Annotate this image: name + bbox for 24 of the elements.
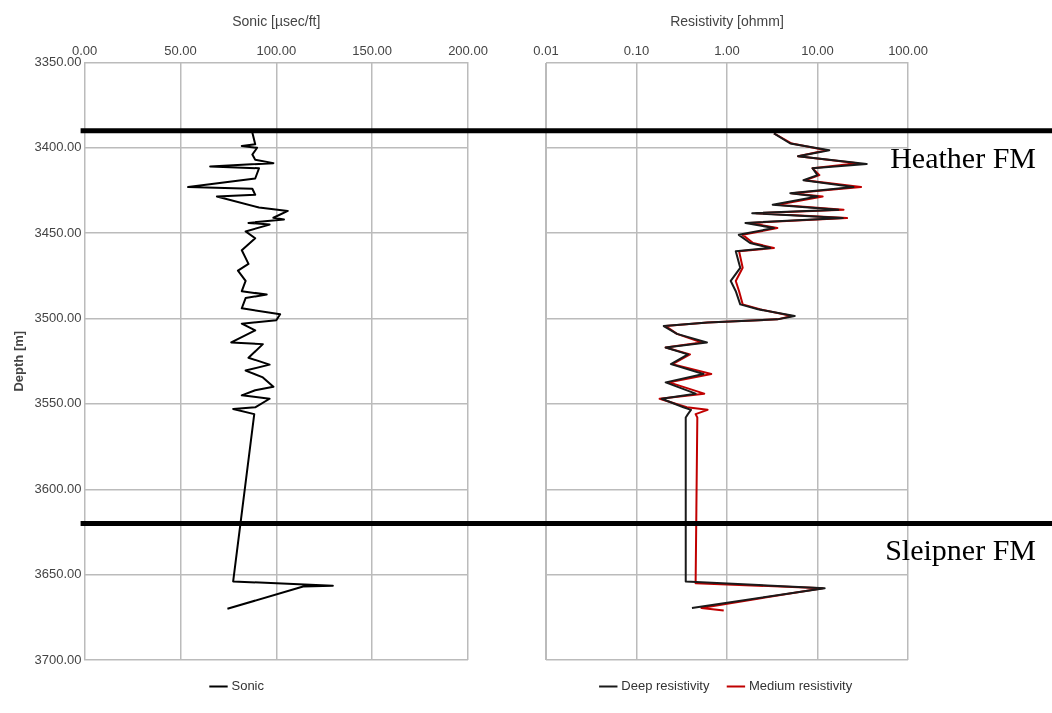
y-tick-label: 3600.00 (34, 480, 82, 496)
y-tick-label: 3450.00 (34, 224, 82, 240)
y-tick-label: 3650.00 (34, 566, 82, 582)
x-tick-label: 200.00 (448, 43, 488, 59)
y-tick-label: 3500.00 (34, 310, 82, 326)
legend-label: Sonic (231, 678, 265, 694)
x-tick-label: 100.00 (256, 43, 297, 59)
x-axis-title: Resistivity [ohmm] (670, 13, 784, 30)
y-tick-label: 3550.00 (34, 395, 82, 411)
x-tick-label: 150.00 (352, 43, 393, 59)
y-tick-label: 3400.00 (34, 139, 82, 155)
x-tick-label: 100.00 (888, 43, 928, 59)
legend-label: Medium resistivity (748, 678, 853, 694)
x-tick-label: 10.00 (801, 43, 834, 59)
x-axis-title: Sonic [µsec/ft] (232, 13, 321, 30)
y-tick-label: 3700.00 (34, 651, 82, 667)
x-tick-label: 1.00 (714, 43, 740, 59)
x-tick-label: 0.10 (623, 43, 650, 59)
ref-line-label: Sleipner FM (885, 533, 1036, 567)
legend-label: Deep resistivity (621, 678, 710, 694)
x-tick-label: 0.01 (533, 43, 559, 59)
y-axis-title: Depth [m] (11, 330, 27, 392)
ref-line-label: Heather FM (890, 140, 1036, 174)
x-tick-label: 50.00 (164, 43, 197, 59)
